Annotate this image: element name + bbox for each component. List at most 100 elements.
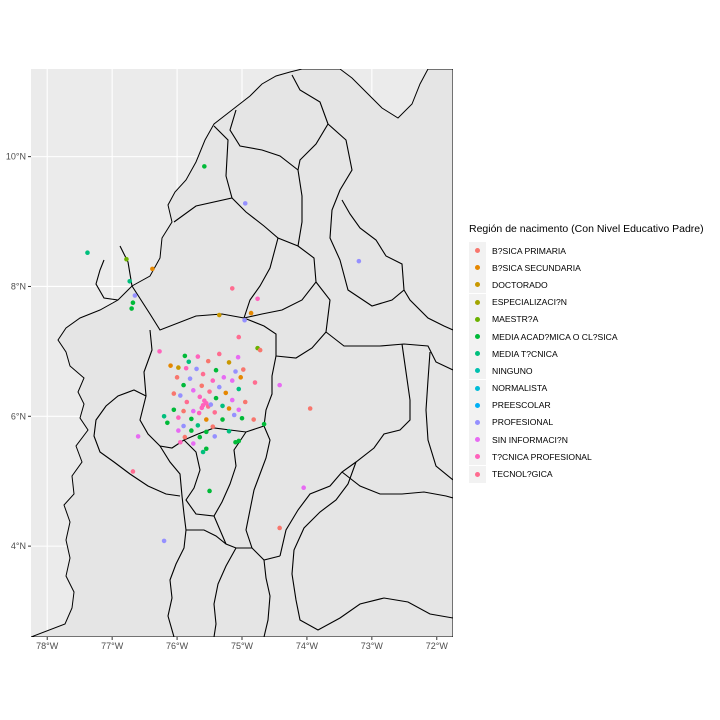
y-tick-label: 10°N bbox=[6, 152, 26, 162]
data-point bbox=[165, 420, 170, 426]
legend-dot-icon bbox=[475, 368, 480, 374]
legend-label: DOCTORADO bbox=[492, 279, 548, 290]
department-borders bbox=[93, 74, 453, 637]
legend-label: B?SICA SECUNDARIA bbox=[492, 262, 581, 273]
data-points bbox=[85, 164, 362, 544]
data-point bbox=[197, 394, 203, 400]
data-point bbox=[199, 383, 205, 389]
legend-key bbox=[469, 310, 486, 328]
data-point bbox=[213, 395, 219, 401]
x-tick-label: 75°W bbox=[231, 641, 254, 651]
data-point bbox=[220, 417, 225, 422]
data-point bbox=[171, 391, 177, 396]
data-point bbox=[307, 406, 313, 411]
data-point bbox=[203, 417, 209, 422]
data-point bbox=[248, 310, 254, 316]
legend-label: NINGUNO bbox=[492, 365, 533, 376]
data-point bbox=[226, 428, 232, 434]
data-point bbox=[210, 424, 216, 429]
x-tick-label: 72°W bbox=[426, 641, 449, 651]
data-point bbox=[239, 415, 245, 421]
data-point bbox=[203, 429, 209, 435]
data-point bbox=[202, 164, 207, 169]
legend-label: NORMALISTA bbox=[492, 383, 548, 394]
legend-label: ESPECIALIZACI?N bbox=[492, 297, 567, 308]
data-point bbox=[207, 389, 212, 394]
legend-item: MAESTR?A bbox=[469, 310, 720, 328]
legend-label: MEDIA ACAD?MICA O CL?SICA bbox=[492, 331, 618, 342]
legend-key bbox=[469, 328, 486, 346]
legend-item: TECNOL?GICA bbox=[469, 465, 720, 483]
legend-dot-icon bbox=[475, 248, 480, 254]
x-tick-label: 73°W bbox=[361, 641, 384, 651]
data-point bbox=[277, 382, 282, 388]
legend-key bbox=[469, 345, 486, 363]
data-point bbox=[231, 412, 237, 418]
data-point bbox=[189, 428, 194, 433]
legend-dot-icon bbox=[475, 471, 480, 477]
legend-item: MEDIA T?CNICA bbox=[469, 345, 720, 363]
data-point bbox=[216, 312, 222, 318]
data-point bbox=[356, 258, 362, 264]
data-point bbox=[200, 371, 206, 377]
data-point bbox=[129, 306, 134, 311]
data-point bbox=[178, 393, 183, 398]
data-point bbox=[186, 359, 192, 365]
data-point bbox=[194, 366, 199, 372]
data-point bbox=[182, 353, 188, 359]
data-point bbox=[229, 397, 235, 403]
y-tick-label: 6°N bbox=[11, 411, 26, 421]
data-point bbox=[191, 388, 196, 393]
data-point bbox=[216, 384, 222, 390]
legend-dot-icon bbox=[475, 402, 480, 408]
data-point bbox=[221, 375, 227, 380]
data-point bbox=[238, 375, 244, 380]
data-point bbox=[176, 428, 181, 433]
data-point bbox=[189, 416, 194, 422]
data-point bbox=[242, 399, 248, 405]
legend-key bbox=[469, 379, 486, 397]
x-tick-label: 76°W bbox=[166, 641, 189, 651]
legend-key bbox=[469, 259, 486, 277]
data-point bbox=[251, 417, 256, 422]
data-point bbox=[257, 347, 263, 353]
x-tick-label: 74°W bbox=[296, 641, 319, 651]
legend-label: SIN INFORMACI?N bbox=[492, 434, 568, 445]
data-point bbox=[130, 300, 136, 305]
data-point bbox=[168, 363, 173, 368]
data-point bbox=[200, 449, 206, 455]
data-point bbox=[223, 390, 229, 396]
data-point bbox=[229, 378, 235, 383]
x-tick-label: 78°W bbox=[36, 641, 59, 651]
data-point bbox=[229, 286, 235, 291]
legend-label: MEDIA T?CNICA bbox=[492, 348, 558, 359]
data-point bbox=[213, 367, 219, 373]
legend-items: B?SICA PRIMARIA B?SICA SECUNDARIA DOCTORAD… bbox=[469, 242, 720, 483]
data-point bbox=[236, 407, 242, 413]
legend-key bbox=[469, 276, 486, 294]
data-point bbox=[235, 354, 241, 360]
legend-dot-icon bbox=[475, 299, 480, 305]
map-land bbox=[31, 69, 453, 637]
data-point bbox=[212, 434, 218, 439]
legend-key bbox=[469, 413, 486, 431]
axes: 78°W 77°W 76°W 75°W 74°W 73°W 72°W 4°N 6°N 8°N 10°… bbox=[6, 152, 448, 651]
legend-label: T?CNICA PROFESIONAL bbox=[492, 451, 592, 462]
data-point bbox=[277, 525, 282, 531]
y-tick-label: 4°N bbox=[11, 541, 26, 551]
data-point bbox=[252, 380, 258, 385]
data-point bbox=[150, 266, 155, 272]
data-point bbox=[216, 351, 222, 357]
legend-item: B?SICA SECUNDARIA bbox=[469, 259, 720, 277]
legend-item: B?SICA PRIMARIA bbox=[469, 242, 720, 260]
legend-key bbox=[469, 448, 486, 466]
data-point bbox=[236, 386, 242, 392]
data-point bbox=[130, 469, 136, 474]
legend-item: T?CNICA PROFESIONAL bbox=[469, 448, 720, 466]
data-point bbox=[220, 403, 225, 409]
legend-dot-icon bbox=[475, 419, 480, 425]
legend-item: NORMALISTA bbox=[469, 379, 720, 397]
data-point bbox=[182, 434, 188, 440]
data-point bbox=[242, 317, 247, 323]
